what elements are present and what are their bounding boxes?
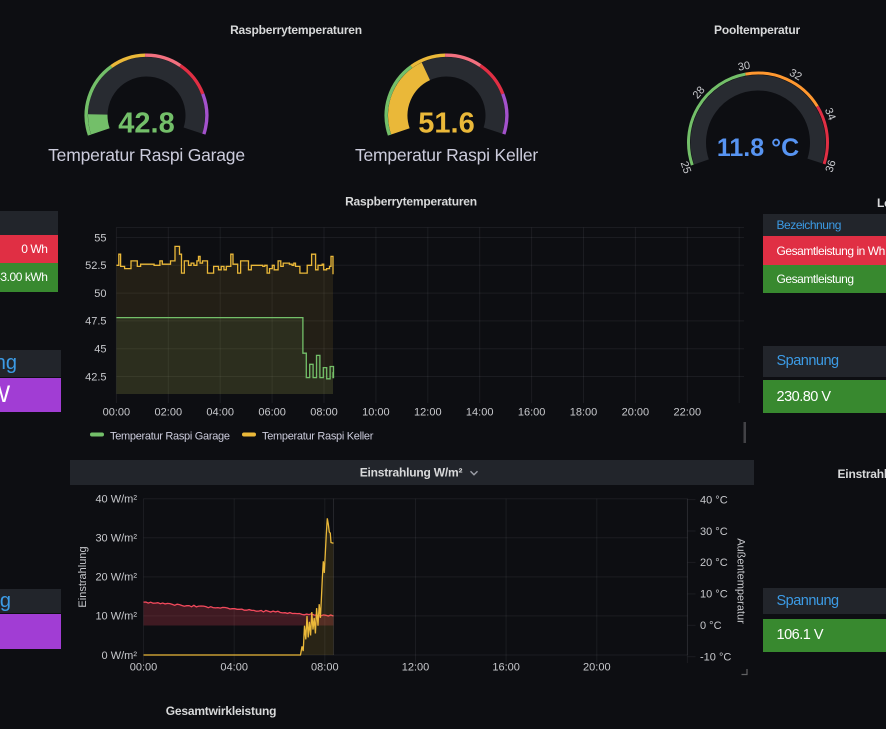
svg-text:Einstrahlung: Einstrahlung: [838, 467, 886, 481]
svg-text:30 °C: 30 °C: [700, 526, 728, 538]
svg-text:0 W/m²: 0 W/m²: [102, 650, 138, 662]
svg-text:Gesamtwirkleistung: Gesamtwirkleistung: [166, 704, 276, 718]
svg-text:Raspberrytemperaturen: Raspberrytemperaturen: [345, 194, 477, 208]
svg-text:00:00: 00:00: [130, 662, 158, 674]
svg-text:-10 °C: -10 °C: [700, 652, 731, 664]
svg-text:45: 45: [94, 344, 106, 356]
svg-text:20:00: 20:00: [583, 662, 611, 674]
svg-text:Temperatur Raspi Keller: Temperatur Raspi Keller: [355, 145, 538, 165]
svg-text:Raspberrytemperaturen: Raspberrytemperaturen: [230, 23, 362, 37]
svg-text:06:00: 06:00: [258, 406, 286, 418]
svg-text:18:00: 18:00: [570, 406, 598, 418]
svg-text:Temperatur Raspi Keller: Temperatur Raspi Keller: [262, 431, 374, 443]
svg-text:12:00: 12:00: [402, 662, 430, 674]
svg-text:11.8 °C: 11.8 °C: [717, 134, 799, 162]
svg-text:08:00: 08:00: [310, 406, 338, 418]
svg-text:Einstrahlung W/m²: Einstrahlung W/m²: [360, 465, 463, 479]
svg-text:50: 50: [94, 288, 106, 300]
svg-text:32: 32: [787, 67, 804, 83]
svg-text:16:00: 16:00: [518, 406, 546, 418]
svg-text:Außentemperatur: Außentemperatur: [735, 538, 747, 624]
svg-text:47.5: 47.5: [85, 316, 106, 328]
svg-text:55: 55: [94, 232, 106, 244]
svg-text:02:00: 02:00: [155, 406, 183, 418]
svg-text:25: 25: [678, 160, 693, 175]
svg-text:08:00: 08:00: [311, 662, 339, 674]
svg-text:42.8: 42.8: [118, 108, 174, 140]
svg-text:04:00: 04:00: [206, 406, 234, 418]
svg-text:Temperatur Raspi Garage: Temperatur Raspi Garage: [110, 431, 230, 443]
svg-text:Leistung: Leistung: [877, 196, 886, 210]
svg-text:20 W/m²: 20 W/m²: [95, 572, 137, 584]
svg-text:22:00: 22:00: [674, 406, 702, 418]
svg-text:20 °C: 20 °C: [700, 557, 728, 569]
svg-text:36: 36: [824, 159, 839, 174]
svg-text:04:00: 04:00: [220, 662, 248, 674]
svg-text:30 W/m²: 30 W/m²: [95, 533, 137, 545]
svg-text:Einstrahlung: Einstrahlung: [77, 546, 89, 607]
svg-text:0 °C: 0 °C: [700, 620, 722, 632]
svg-text:Pooltemperatur: Pooltemperatur: [714, 23, 800, 37]
svg-text:30: 30: [737, 60, 751, 74]
svg-text:42.5: 42.5: [85, 371, 106, 383]
svg-text:20:00: 20:00: [622, 406, 650, 418]
svg-text:Temperatur Raspi Garage: Temperatur Raspi Garage: [48, 145, 245, 165]
svg-text:10 °C: 10 °C: [700, 589, 728, 601]
svg-text:16:00: 16:00: [492, 662, 520, 674]
svg-text:14:00: 14:00: [466, 406, 494, 418]
svg-text:12:00: 12:00: [414, 406, 442, 418]
svg-text:10:00: 10:00: [362, 406, 390, 418]
svg-text:40 W/m²: 40 W/m²: [95, 494, 137, 506]
svg-text:51.6: 51.6: [418, 108, 474, 140]
svg-text:40 °C: 40 °C: [700, 494, 728, 506]
svg-text:00:00: 00:00: [103, 406, 131, 418]
svg-text:52.5: 52.5: [85, 260, 106, 272]
svg-text:34: 34: [822, 106, 838, 122]
svg-text:10 W/m²: 10 W/m²: [95, 611, 137, 623]
